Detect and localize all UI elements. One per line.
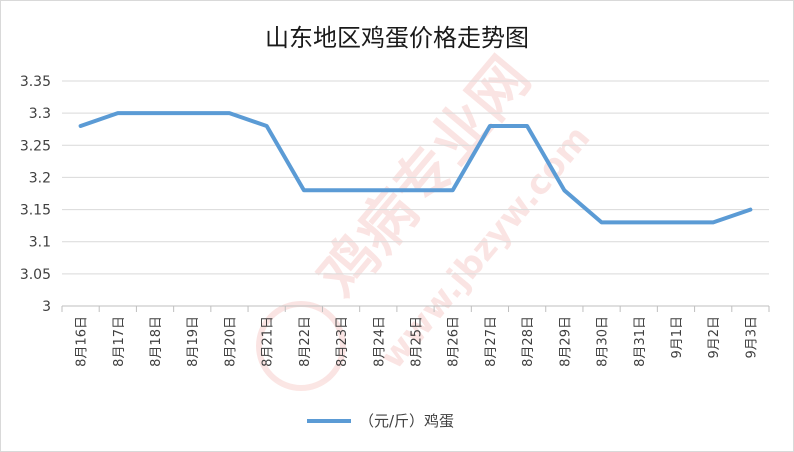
y-tick-label: 3.2 [29, 170, 51, 186]
x-tick-label: 8月30日 [596, 316, 611, 367]
x-tick-label: 8月18日 [149, 316, 164, 367]
x-tick-label: 8月24日 [372, 316, 387, 367]
y-tick-label: 3.3 [29, 106, 51, 122]
x-tick-label: 8月16日 [75, 316, 90, 367]
y-tick-label: 3.15 [20, 203, 51, 219]
x-tick-label: 8月27日 [484, 316, 499, 367]
legend: （元/斤）鸡蛋 [307, 412, 454, 430]
series-layer [78, 111, 753, 225]
x-tick-label: 8月26日 [447, 316, 462, 367]
x-tick-label: 8月28日 [521, 316, 536, 367]
series-line [78, 111, 753, 225]
y-tick-label: 3.35 [20, 74, 51, 90]
x-tick-label: 8月23日 [335, 316, 350, 367]
x-tick-label: 9月1日 [670, 316, 685, 359]
y-tick-label: 3.1 [29, 235, 51, 251]
x-tick-label: 9月2日 [707, 316, 722, 359]
x-tick-label: 8月22日 [298, 316, 313, 367]
y-tick-label: 3.05 [20, 267, 51, 283]
x-tick-label: 8月17日 [112, 316, 127, 367]
x-tick-label: 8月19日 [186, 316, 201, 367]
x-tick-label: 8月25日 [410, 316, 425, 367]
watermark-logo [256, 301, 346, 391]
y-axis: 3 3.05 3.1 3.15 3.2 3.25 3.3 3.35 [20, 74, 51, 315]
x-tick-label: 8月29日 [558, 316, 573, 367]
x-axis: 8月16日 8月17日 8月18日 8月19日 8月20日 8月21日 8月22日 8月23日… [61, 306, 770, 367]
x-tick-label: 8月20日 [223, 316, 238, 367]
x-tick-label: 9月3日 [744, 316, 759, 359]
legend-label: （元/斤）鸡蛋 [359, 412, 454, 430]
x-tick-label: 8月21日 [261, 316, 276, 367]
y-tick-label: 3 [42, 299, 51, 315]
chart-title: 山东地区鸡蛋价格走势图 [265, 24, 529, 52]
y-tick-label: 3.25 [20, 138, 51, 154]
x-tick-label: 8月31日 [633, 316, 648, 367]
